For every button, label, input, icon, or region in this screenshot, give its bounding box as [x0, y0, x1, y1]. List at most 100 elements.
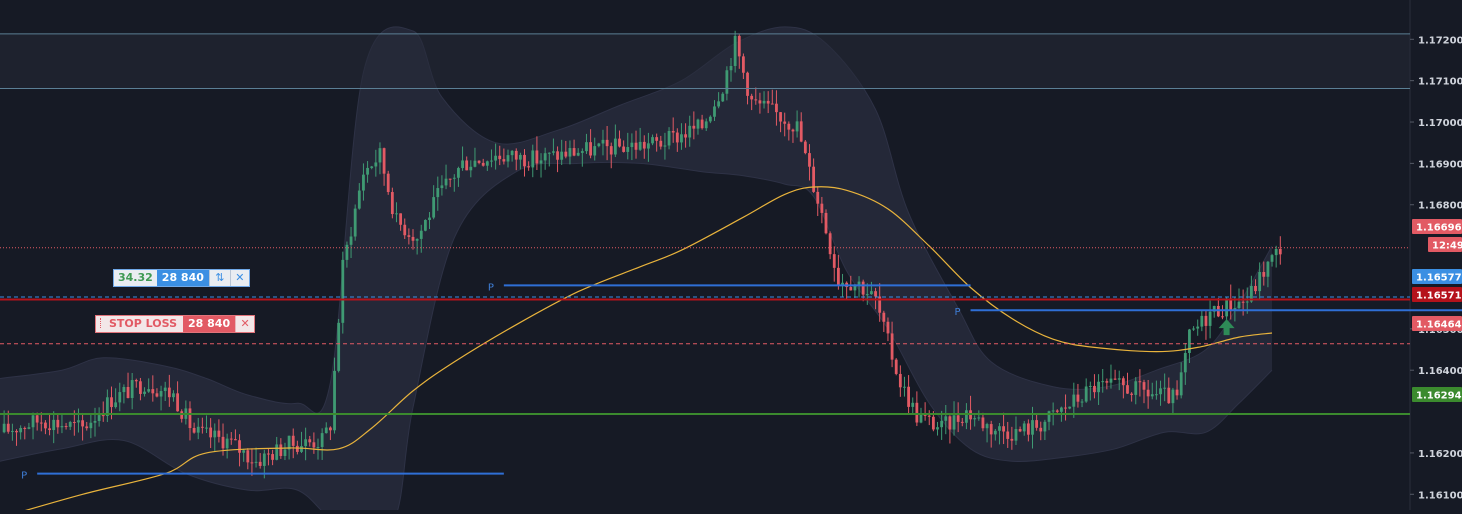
candle-body — [870, 291, 873, 295]
candle-body — [283, 449, 287, 456]
pivot-lines: P P P — [21, 282, 1462, 482]
candle-body — [27, 427, 31, 429]
candle-body — [1022, 423, 1026, 432]
drag-handle-icon[interactable] — [100, 318, 103, 328]
ma-line — [11, 186, 1273, 514]
candle-body — [415, 238, 419, 241]
candle-body — [688, 125, 692, 138]
candle-body — [820, 203, 824, 213]
candle-body — [200, 426, 204, 428]
candle-body — [10, 430, 14, 432]
candle-body — [535, 150, 539, 164]
candle-body — [349, 236, 353, 245]
candle-body — [89, 422, 93, 429]
candle-body — [642, 141, 646, 149]
candle-body — [861, 281, 865, 295]
candle-body — [118, 392, 122, 403]
candle-body — [457, 168, 460, 178]
close-icon[interactable]: ✕ — [235, 316, 255, 332]
candle-body — [461, 160, 464, 169]
candle-body — [808, 153, 811, 167]
candle-body — [931, 416, 935, 430]
candle-body — [1043, 421, 1047, 432]
candle-body — [48, 428, 51, 431]
candle-body — [1142, 382, 1146, 390]
candle-body — [1221, 316, 1224, 318]
candle-body — [836, 267, 840, 286]
candle-body — [977, 417, 981, 419]
candle-body — [874, 291, 877, 297]
candle-body — [787, 123, 791, 130]
price-tag-label: 1.16294 — [1416, 391, 1462, 402]
candle-body — [159, 391, 163, 397]
axis-tick-label: 1.17000 — [1418, 118, 1462, 129]
stop-loss-widget[interactable]: STOP LOSS 28 840 ✕ — [95, 315, 256, 333]
candle-body — [890, 333, 894, 360]
bollinger-bands — [0, 26, 1273, 514]
candle-body — [267, 453, 270, 455]
stop-loss-quantity[interactable]: 28 840 — [183, 316, 236, 332]
candle-body — [531, 150, 535, 168]
candle-body — [23, 427, 27, 429]
axis-tick-label: 1.16200 — [1418, 449, 1462, 460]
candle-body — [708, 116, 712, 122]
candle-body — [940, 420, 944, 428]
candle-body — [1262, 272, 1266, 277]
horizontal-lines[interactable] — [0, 33, 1410, 416]
close-icon[interactable]: ✕ — [229, 270, 249, 286]
candle-body — [878, 296, 882, 313]
candle-body — [597, 143, 601, 147]
candle-body — [15, 430, 18, 433]
candle-body — [1258, 272, 1262, 292]
candle-body — [370, 166, 374, 168]
candle-body — [783, 121, 787, 124]
candle-body — [1105, 381, 1109, 383]
candle-body — [758, 100, 762, 104]
candle-body — [1080, 401, 1084, 403]
position-widget[interactable]: 34.32 28 840 ⇅ ✕ — [113, 269, 250, 287]
candle-body — [229, 438, 233, 440]
candle-body — [1055, 410, 1059, 412]
reverse-arrows-icon[interactable]: ⇅ — [208, 270, 230, 286]
candle-body — [1212, 305, 1216, 312]
stop-loss-label[interactable]: STOP LOSS — [96, 316, 183, 332]
candle-body — [626, 147, 630, 152]
position-quantity[interactable]: 28 840 — [156, 270, 209, 286]
candle-body — [329, 427, 332, 431]
candle-body — [907, 386, 910, 407]
candle-body — [287, 435, 291, 450]
candle-body — [428, 217, 431, 220]
candle-body — [423, 219, 427, 231]
candle-body — [1167, 387, 1171, 404]
candle-body — [680, 134, 683, 143]
candle-body — [506, 155, 510, 162]
buy-arrow-icon — [1218, 319, 1235, 336]
candle-body — [1188, 329, 1191, 353]
candle-body — [791, 129, 795, 132]
stop-loss-text: STOP LOSS — [109, 317, 177, 330]
candle-body — [1072, 394, 1076, 407]
candle-body — [655, 137, 659, 141]
candle-body — [514, 150, 518, 160]
candle-body — [374, 162, 378, 167]
candle-body — [110, 397, 113, 408]
candle-body — [221, 436, 225, 449]
candle-body — [605, 139, 609, 147]
candle-body — [948, 416, 952, 430]
candle-body — [1278, 249, 1282, 255]
candle-body — [898, 373, 902, 388]
candle-body — [775, 103, 778, 113]
candle-body — [543, 153, 547, 161]
candle-body — [927, 415, 931, 417]
candle-body — [671, 130, 675, 133]
candle-body — [915, 402, 919, 423]
candle-body — [2, 423, 6, 433]
candle-body — [176, 393, 179, 412]
candle-body — [853, 284, 857, 291]
candle-body — [630, 142, 634, 148]
candle-body — [234, 439, 237, 441]
price-tag-label: 1.16571 — [1416, 291, 1462, 302]
candle-body — [865, 294, 869, 296]
